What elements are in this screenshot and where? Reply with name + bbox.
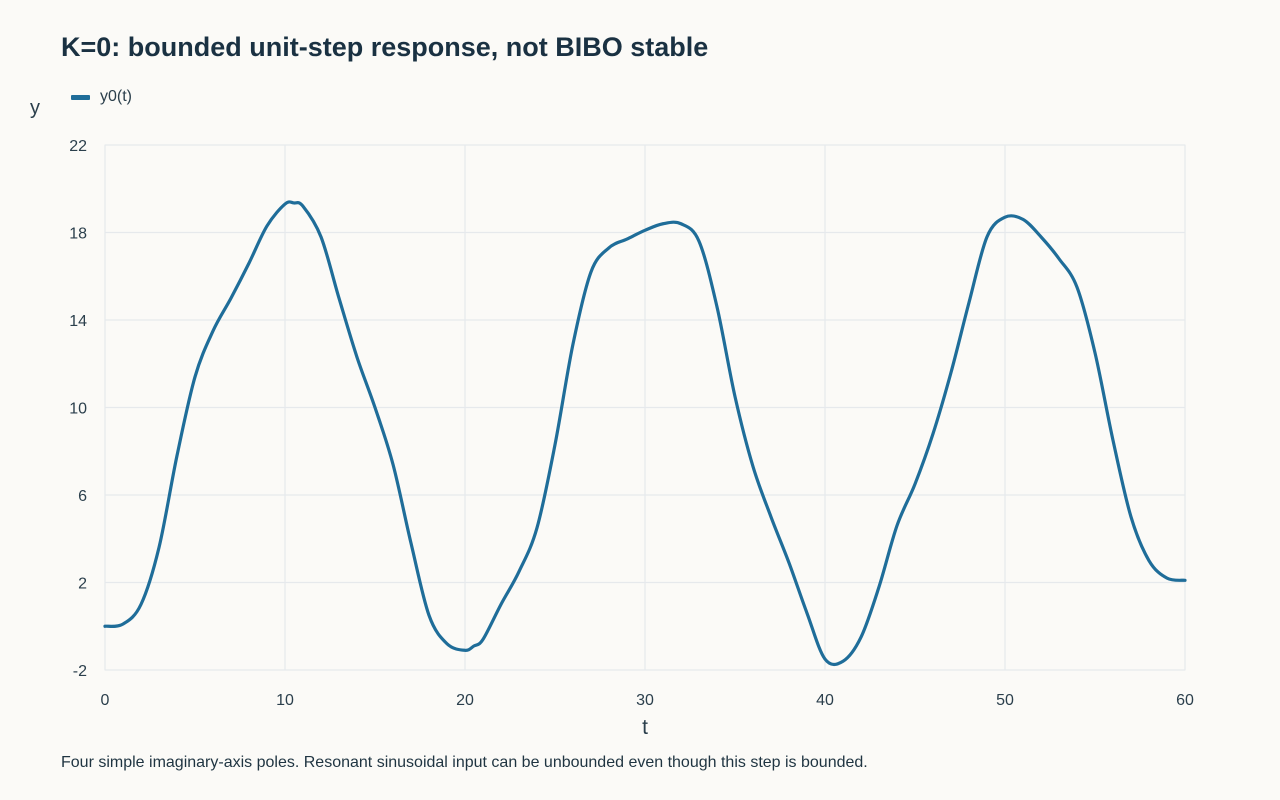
x-tick-label: 40 bbox=[816, 692, 834, 709]
chart-title: K=0: bounded unit-step response, not BIB… bbox=[61, 32, 709, 62]
x-tick-label: 10 bbox=[276, 692, 294, 709]
x-tick-label: 30 bbox=[636, 692, 654, 709]
y-tick-label: 14 bbox=[69, 313, 87, 330]
legend-label-y0: y0(t) bbox=[100, 88, 132, 105]
x-tick-label: 0 bbox=[101, 692, 110, 709]
y-tick-label: 22 bbox=[69, 138, 87, 155]
y-tick-label: 10 bbox=[69, 401, 87, 418]
y-axis-title: y bbox=[30, 97, 40, 119]
y-tick-label: 18 bbox=[69, 226, 87, 243]
legend: y0(t) bbox=[71, 88, 132, 106]
x-tick-label: 50 bbox=[996, 692, 1014, 709]
y-tick-label: -2 bbox=[73, 663, 87, 680]
legend-swatch bbox=[71, 94, 90, 100]
x-axis-title: t bbox=[642, 716, 648, 739]
chart-caption: Four simple imaginary-axis poles. Resona… bbox=[61, 754, 868, 771]
series-line-y0(t) bbox=[103, 200, 1187, 667]
x-tick-label: 20 bbox=[456, 692, 474, 709]
x-tick-label: 60 bbox=[1176, 692, 1194, 709]
y-tick-label: 2 bbox=[78, 576, 87, 593]
y-tick-label: 6 bbox=[78, 488, 87, 505]
